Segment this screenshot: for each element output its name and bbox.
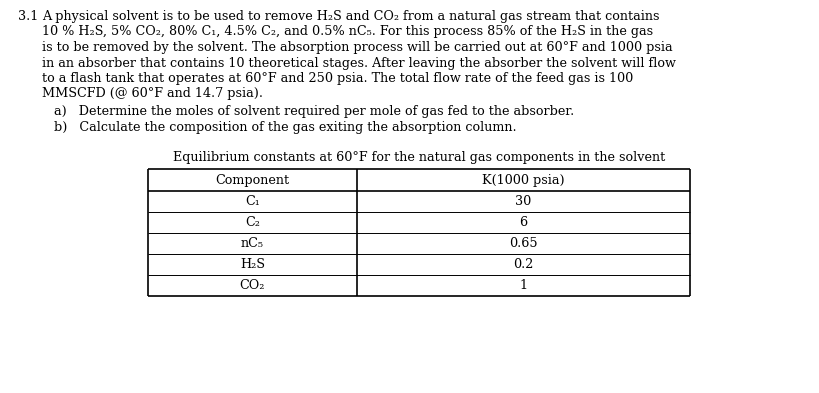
Text: 1: 1 [518,279,527,292]
Text: C₂: C₂ [245,216,260,230]
Text: 10 % H₂S, 5% CO₂, 80% C₁, 4.5% C₂, and 0.5% nC₅. For this process 85% of the H₂S: 10 % H₂S, 5% CO₂, 80% C₁, 4.5% C₂, and 0… [42,26,652,39]
Text: b)   Calculate the composition of the gas exiting the absorption column.: b) Calculate the composition of the gas … [54,121,516,134]
Text: CO₂: CO₂ [239,279,265,292]
Text: to a flash tank that operates at 60°F and 250 psia. The total flow rate of the f: to a flash tank that operates at 60°F an… [42,72,632,85]
Text: Equilibrium constants at 60°F for the natural gas components in the solvent: Equilibrium constants at 60°F for the na… [173,151,664,165]
Text: MMSCFD (@ 60°F and 14.7 psia).: MMSCFD (@ 60°F and 14.7 psia). [42,88,263,101]
Text: a)   Determine the moles of solvent required per mole of gas fed to the absorber: a) Determine the moles of solvent requir… [54,105,573,118]
Text: nC₅: nC₅ [241,237,264,250]
Text: 0.65: 0.65 [509,237,537,250]
Text: 0.2: 0.2 [513,258,533,271]
Text: 3.1: 3.1 [18,10,38,23]
Text: 6: 6 [518,216,527,230]
Text: in an absorber that contains 10 theoretical stages. After leaving the absorber t: in an absorber that contains 10 theoreti… [42,57,675,70]
Text: C₁: C₁ [245,195,260,208]
Text: Component: Component [215,174,289,187]
Text: 30: 30 [514,195,531,208]
Text: A physical solvent is to be used to remove H₂S and CO₂ from a natural gas stream: A physical solvent is to be used to remo… [42,10,658,23]
Text: is to be removed by the solvent. The absorption process will be carried out at 6: is to be removed by the solvent. The abs… [42,41,672,54]
Text: H₂S: H₂S [239,258,265,271]
Text: K(1000 psia): K(1000 psia) [482,174,564,187]
